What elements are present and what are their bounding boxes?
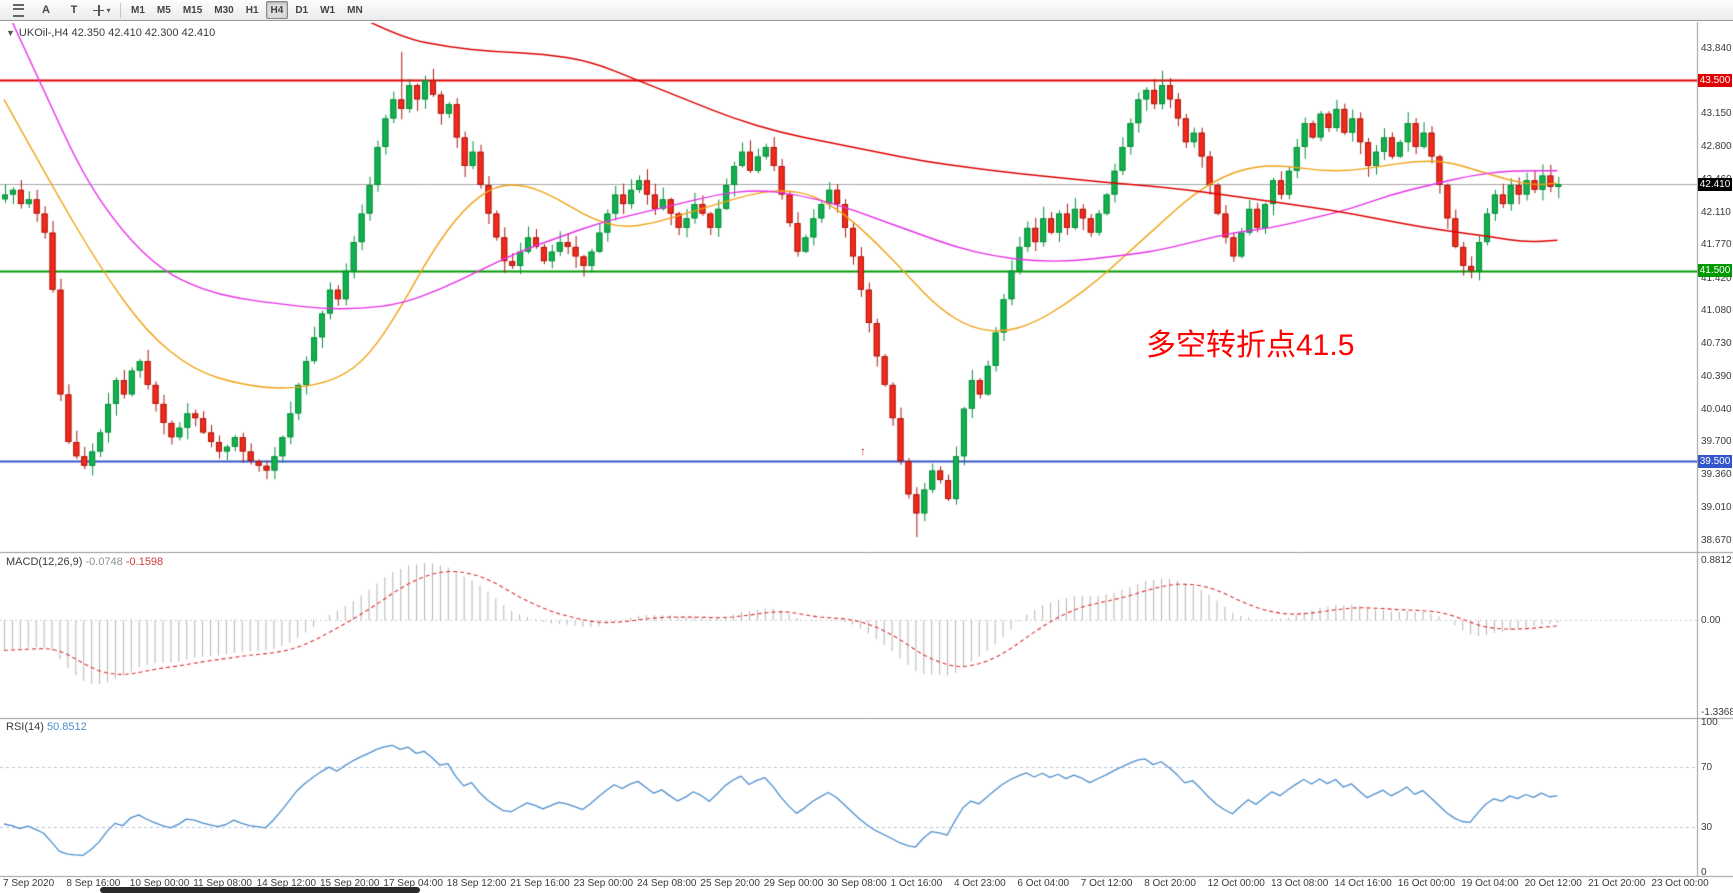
time-axis-label: 4 Oct 23:00 [954, 878, 1006, 889]
time-axis-label: 8 Oct 20:00 [1144, 878, 1196, 889]
time-axis-label: 13 Oct 08:00 [1271, 878, 1329, 889]
price-tag-39.500: 39.500 [1698, 454, 1732, 468]
rsi-label: RSI(14) [6, 721, 44, 733]
time-axis-label: 24 Sep 08:00 [637, 878, 697, 889]
macd-axis-label: 0.8812 [1701, 554, 1732, 566]
macd-title: MACD(12,26,9) -0.0748 -0.1598 [6, 556, 163, 568]
time-axis-label: 8 Sep 16:00 [66, 878, 121, 889]
chart-annotation: 多空转折点41.5 [1146, 329, 1355, 362]
time-axis-label: 14 Sep 12:00 [256, 878, 317, 889]
time-axis-label: 30 Sep 08:00 [827, 878, 887, 889]
time-axis-label: 1 Oct 16:00 [890, 878, 943, 889]
arrow-marker: ↑ [860, 444, 866, 458]
price-axis-label: 40.040 [1701, 404, 1732, 416]
time-axis-label: 16 Oct 00:00 [1397, 878, 1456, 889]
price-axis-label: 40.390 [1701, 370, 1732, 382]
price-tag-43.500: 43.500 [1698, 73, 1732, 87]
ohlc-values: 42.350 42.410 42.300 42.410 [71, 27, 216, 39]
toolbar-separator [120, 2, 121, 18]
macd-value-signal: -0.1598 [125, 556, 164, 568]
rsi-axis-label: 0 [1701, 866, 1707, 878]
rsi-axis-label: 30 [1701, 821, 1713, 833]
timeframe-w1[interactable]: W1 [320, 4, 336, 16]
menu-icon [12, 3, 24, 17]
rsi-title: RSI(14) 50.8512 [6, 721, 87, 733]
toolbar: A T ▾ M1 M5 M15 M30 H1 H4 D1 W1 MN [0, 0, 1733, 21]
macd-value-main: -0.0748 [85, 556, 123, 568]
price-axis-label: 41.770 [1701, 239, 1732, 251]
timeframe-h4[interactable]: H4 [265, 1, 289, 19]
symbol-name: UKOil-,H4 [18, 27, 69, 39]
time-axis-label: 7 Sep 2020 [3, 878, 55, 889]
timeframe-m15[interactable]: M15 [182, 4, 203, 16]
price-axis-label: 39.360 [1701, 468, 1732, 480]
rsi-axis-label: 70 [1701, 761, 1713, 773]
text-a-tool-button[interactable]: A [42, 4, 50, 16]
macd-label: MACD(12,26,9) [6, 556, 83, 568]
time-axis-label: 17 Sep 04:00 [383, 878, 443, 889]
chevron-down-icon: ▾ [106, 5, 111, 15]
price-axis-label: 40.730 [1701, 338, 1732, 350]
time-axis-label: 19 Oct 04:00 [1461, 878, 1519, 889]
symbol-dropdown-icon[interactable]: ▼ [6, 28, 15, 38]
timeframe-d1[interactable]: D1 [295, 4, 309, 16]
timeframe-h1[interactable]: H1 [245, 4, 259, 16]
timeframe-group: M1 M5 M15 M30 H1 H4 D1 W1 MN [125, 1, 369, 19]
time-axis-label: 25 Sep 20:00 [700, 878, 760, 889]
time-axis-label: 11 Sep 08:00 [193, 878, 252, 889]
timeframe-mn[interactable]: MN [347, 4, 363, 16]
price-axis-label: 43.840 [1701, 42, 1732, 54]
price-axis-label: 43.150 [1701, 108, 1732, 120]
price-axis-label: 41.080 [1701, 305, 1732, 317]
price-axis-label: 42.800 [1701, 141, 1732, 153]
timeframe-m5[interactable]: M5 [156, 4, 171, 16]
price-axis-label: 42.110 [1701, 207, 1731, 219]
rsi-value: 50.8512 [46, 721, 87, 733]
chart-menu-button[interactable] [5, 1, 31, 20]
text-t-tool-button[interactable]: T [70, 4, 78, 16]
price-tag-42.410: 42.410 [1698, 177, 1732, 191]
macd-axis-label: -1.3368 [1701, 706, 1733, 718]
price-axis-label: 38.670 [1701, 534, 1732, 546]
time-axis-label: 6 Oct 04:00 [1017, 878, 1070, 889]
time-axis-label: 7 Oct 12:00 [1080, 878, 1133, 889]
time-axis-label: 23 Oct 00:00 [1651, 878, 1709, 889]
crosshair-tool-button[interactable]: ▾ [89, 1, 115, 20]
price-tag-41.500: 41.500 [1698, 264, 1732, 278]
time-axis-label: 14 Oct 16:00 [1334, 878, 1392, 889]
price-axis-label: 41.420 [1701, 272, 1732, 284]
time-axis-label: 23 Sep 00:00 [573, 878, 634, 889]
time-axis-label: 29 Sep 00:00 [763, 878, 824, 889]
h-scrollbar[interactable] [100, 887, 420, 893]
time-axis-label: 20 Oct 12:00 [1524, 878, 1582, 889]
macd-axis-label: 0.00 [1701, 614, 1721, 626]
symbol-ohlc-readout: ▼ UKOil-,H4 42.350 42.410 42.300 42.410 [6, 27, 215, 39]
timeframe-m30[interactable]: M30 [214, 4, 234, 16]
price-axis-label: 39.010 [1701, 502, 1732, 514]
time-axis-label: 12 Oct 00:00 [1207, 878, 1265, 889]
time-axis-label: 21 Sep 16:00 [510, 878, 570, 889]
time-axis-label: 10 Sep 00:00 [129, 878, 190, 889]
timeframe-m1[interactable]: M1 [131, 4, 145, 16]
time-axis-label: 21 Oct 20:00 [1588, 878, 1646, 889]
time-axis-label: 18 Sep 12:00 [446, 878, 507, 889]
rsi-axis-label: 100 [1701, 716, 1718, 728]
price-axis-label: 39.700 [1701, 436, 1732, 448]
time-axis-label: 15 Sep 20:00 [320, 878, 380, 889]
crosshair-icon [93, 4, 105, 16]
